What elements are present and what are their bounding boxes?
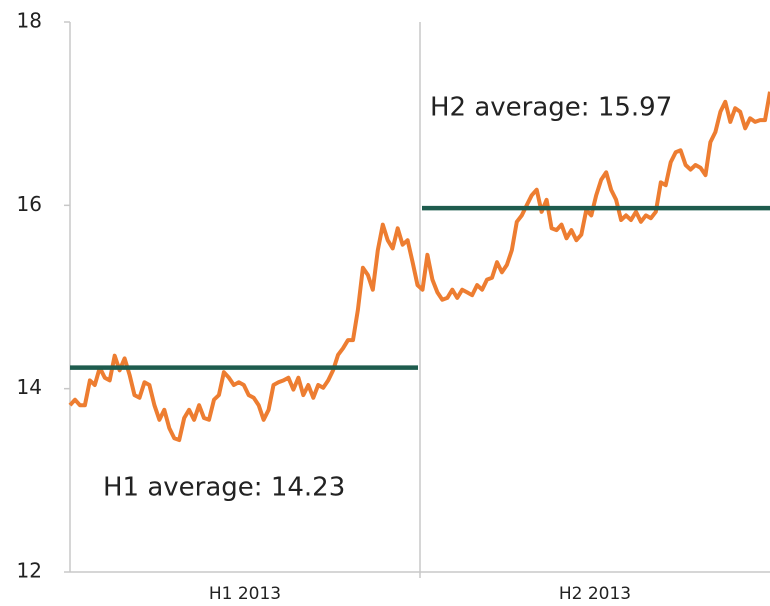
x-tick-label: H2 2013 [559, 584, 631, 604]
y-tick-label: 14 [17, 375, 42, 399]
y-tick-label: 18 [17, 9, 42, 33]
x-tick-label: H1 2013 [209, 584, 281, 604]
average-annotation: H2 average: 15.97 [430, 93, 672, 123]
price-line [68, 91, 770, 442]
y-tick-label: 16 [17, 192, 42, 216]
average-annotation: H1 average: 14.23 [103, 473, 345, 503]
y-tick-label: 12 [17, 559, 42, 583]
